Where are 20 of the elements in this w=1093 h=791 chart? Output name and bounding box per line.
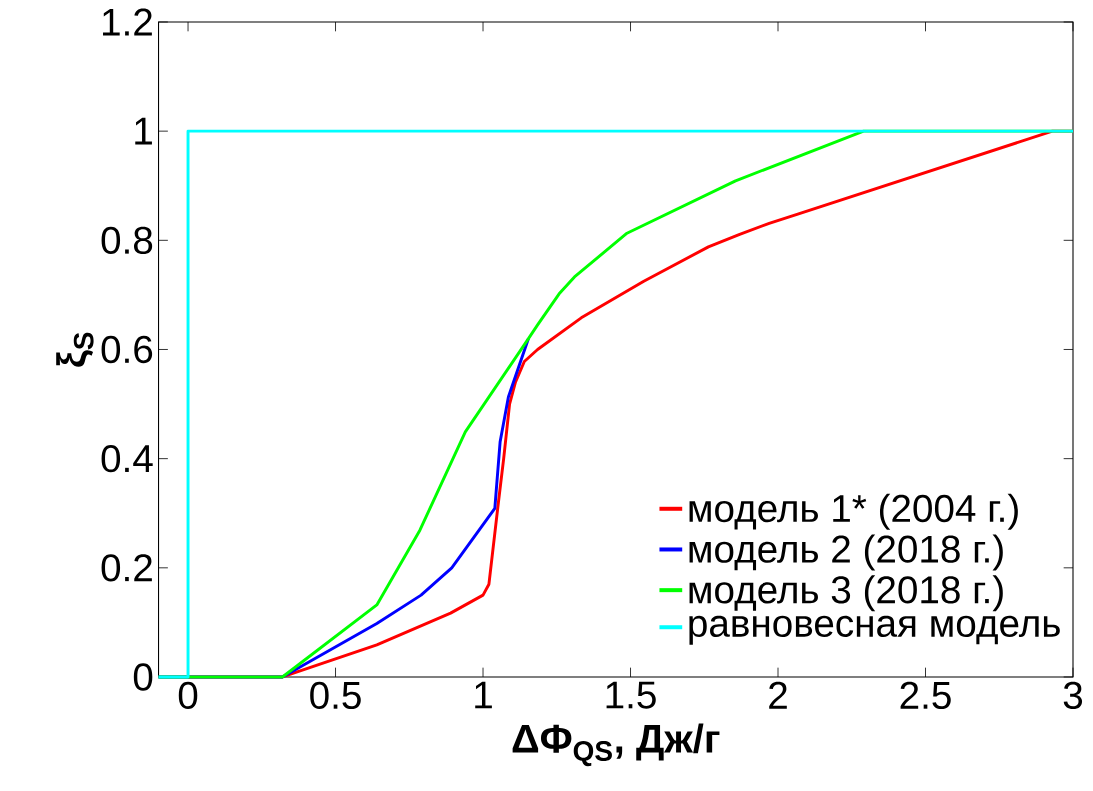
- legend-label: модель 3 (2018 г.): [689, 575, 1003, 612]
- y-tick-label: 0.6: [101, 335, 153, 364]
- x-tick-label: 2.5: [900, 681, 951, 710]
- legend-label: модель 1* (2004 г.): [689, 493, 1018, 530]
- legend-label: равновесная модель: [689, 615, 1060, 645]
- x-tick-label: 1: [475, 681, 492, 709]
- x-tick-label: 0: [178, 681, 198, 710]
- text: ΔΦ$_{QS}$, Дж/г: [512, 723, 720, 767]
- y-tick-label: 1: [135, 117, 152, 145]
- x-tick-label: 3: [1063, 681, 1083, 710]
- legend-label: модель 2 (2018 г.): [689, 534, 1003, 571]
- y-tick-label: 0: [133, 663, 153, 691]
- y-tick-label: 1.2: [103, 8, 152, 36]
- x-tick-label: 2: [769, 681, 787, 709]
- text: ξ$_{S}$: [56, 332, 94, 367]
- y-tick-label: 0.2: [101, 554, 152, 582]
- y-tick-label: 0.8: [101, 226, 153, 255]
- y-tick-label: 0.4: [101, 444, 153, 473]
- x-tick-label: 1.5: [606, 681, 656, 709]
- x-tick-label: 0.5: [310, 681, 361, 710]
